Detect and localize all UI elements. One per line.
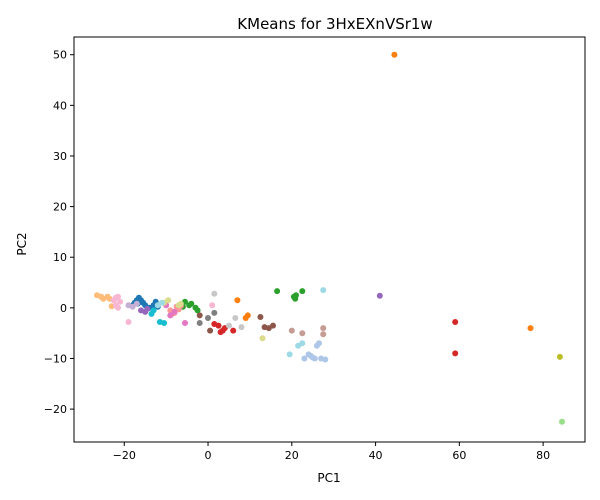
scatter-point (238, 324, 245, 331)
cluster-series (125, 300, 140, 310)
y-tick-label: 30 (53, 150, 67, 163)
scatter-point (165, 297, 172, 304)
scatter-point (311, 355, 318, 362)
scatter-point (209, 302, 216, 309)
scatter-point (320, 331, 327, 338)
scatter-point (133, 300, 140, 307)
chart-title: KMeans for 3HxEXnVSr1w (237, 15, 432, 33)
scatter-point (301, 355, 308, 362)
scatter-point (194, 307, 201, 314)
scatter-point (125, 319, 132, 325)
cluster-series (211, 319, 459, 357)
scatter-point (196, 320, 203, 326)
scatter-point (115, 293, 121, 300)
scatter-point (177, 300, 184, 307)
scatter-point (299, 288, 306, 295)
cluster-series (559, 418, 565, 425)
cluster-series (556, 353, 563, 360)
scatter-point (215, 322, 222, 329)
cluster-series (110, 293, 216, 325)
x-tick-label: 40 (369, 449, 383, 462)
cluster-series (179, 288, 306, 314)
scatter-point (559, 418, 565, 425)
scatter-point (293, 292, 299, 299)
scatter-point (259, 335, 266, 342)
scatter-point (320, 325, 327, 332)
cluster-series (161, 297, 266, 342)
scatter-point (167, 312, 174, 319)
cluster-series (138, 292, 383, 315)
x-tick-label: 20 (285, 449, 299, 462)
scatter-point (376, 292, 383, 299)
x-tick-label: 80 (536, 449, 550, 462)
y-axis-label: PC2 (15, 232, 29, 255)
x-axis-label: PC1 (317, 471, 340, 485)
y-tick-label: −10 (44, 352, 67, 365)
scatter-point (205, 315, 211, 321)
scatter-point (129, 303, 136, 310)
scatter-point (286, 351, 293, 358)
scatter-point (556, 353, 563, 360)
scatter-point (211, 290, 218, 297)
scatter-point (452, 350, 459, 357)
scatter-point (159, 299, 165, 306)
scatter-point (299, 330, 306, 337)
scatter-point (182, 320, 188, 326)
scatter-point (322, 356, 329, 363)
scatter-point (316, 340, 322, 347)
scatter-point (161, 320, 168, 326)
scatter-point (242, 315, 249, 321)
scatter-point (144, 305, 151, 312)
y-tick-label: 20 (53, 201, 67, 214)
cluster-series (154, 287, 327, 358)
scatter-point (274, 288, 281, 295)
scatter-point (299, 340, 306, 347)
scatter-point (211, 309, 218, 316)
cluster-series (196, 312, 276, 334)
scatter-point (391, 51, 398, 58)
x-tick-label: 60 (452, 449, 466, 462)
scatter-point (188, 300, 195, 307)
y-tick-label: 50 (53, 49, 67, 62)
cluster-series (301, 340, 329, 363)
y-tick-label: 0 (60, 302, 67, 315)
cluster-series (148, 307, 168, 326)
cluster-series (211, 290, 245, 331)
scatter-point (207, 327, 214, 334)
scatter-point (196, 312, 203, 319)
scatter-point (232, 315, 239, 321)
y-tick-label: 10 (53, 251, 67, 264)
scatter-point (150, 307, 157, 314)
y-tick-label: 40 (53, 99, 67, 112)
data-points (94, 51, 565, 425)
scatter-point (234, 297, 241, 304)
scatter-point (171, 308, 178, 315)
axes-frame (73, 36, 586, 443)
cluster-series (288, 325, 327, 338)
scatter-point (115, 304, 121, 311)
scatter-point (230, 327, 237, 334)
cluster-series (196, 309, 218, 326)
x-tick-label: 0 (205, 449, 212, 462)
y-tick-label: −20 (44, 403, 67, 416)
axis-ticks: −20 0 20 40 60 80 −20 −10 0 10 20 30 40 50 (44, 49, 550, 462)
x-tick-label: −20 (113, 449, 136, 462)
scatter-point (288, 327, 295, 334)
scatter-point (257, 314, 264, 320)
scatter-point (527, 325, 534, 332)
cluster-series (234, 51, 534, 332)
scatter-point (226, 322, 232, 329)
scatter-point (270, 322, 276, 329)
scatter-point (452, 319, 459, 325)
scatter-point (320, 287, 327, 294)
scatter-point (117, 298, 124, 305)
